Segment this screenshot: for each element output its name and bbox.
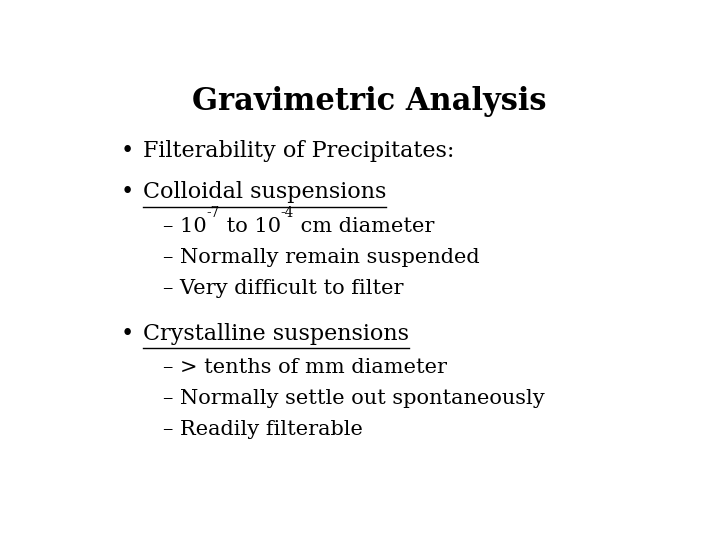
Text: Crystalline suspensions: Crystalline suspensions: [143, 322, 409, 345]
Text: •: •: [121, 181, 134, 203]
Text: Colloidal suspensions: Colloidal suspensions: [143, 181, 387, 203]
Text: – 10: – 10: [163, 217, 207, 235]
Text: – Very difficult to filter: – Very difficult to filter: [163, 279, 403, 298]
Text: – > tenths of mm diameter: – > tenths of mm diameter: [163, 358, 446, 377]
Text: •: •: [121, 322, 134, 345]
Text: – Normally settle out spontaneously: – Normally settle out spontaneously: [163, 389, 544, 408]
Text: -7: -7: [207, 206, 220, 220]
Text: -4: -4: [281, 206, 294, 220]
Text: – Readily filterable: – Readily filterable: [163, 420, 362, 440]
Text: Filterability of Precipitates:: Filterability of Precipitates:: [143, 140, 454, 161]
Text: to 10: to 10: [220, 217, 281, 235]
Text: Gravimetric Analysis: Gravimetric Analysis: [192, 85, 546, 117]
Text: cm diameter: cm diameter: [294, 217, 434, 235]
Text: – Normally remain suspended: – Normally remain suspended: [163, 248, 480, 267]
Text: •: •: [121, 140, 134, 161]
